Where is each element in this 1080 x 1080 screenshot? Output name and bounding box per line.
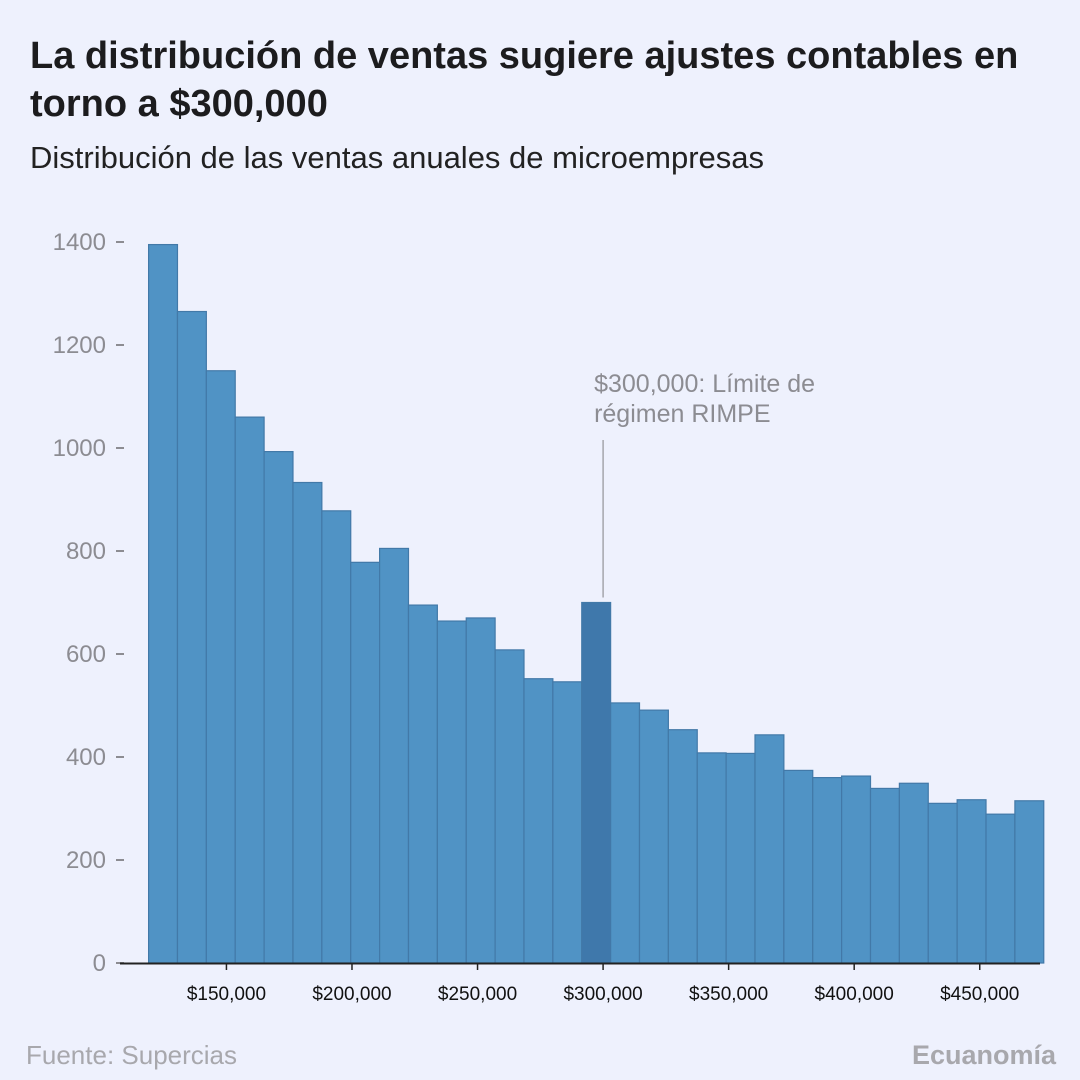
histogram-bar: [696, 752, 727, 964]
histogram-bar: [552, 681, 583, 964]
histogram-bar: [638, 709, 669, 964]
chart-subtitle: Distribución de las ventas anuales de mi…: [30, 140, 765, 175]
x-tick-label: $200,000: [312, 984, 391, 1005]
y-tick-label: 0: [93, 950, 106, 977]
histogram-bar: [898, 782, 929, 964]
histogram-bar: [812, 776, 843, 964]
histogram-bar: [523, 678, 554, 964]
histogram-bar: [610, 702, 641, 964]
annotation-text-line2: régimen RIMPE: [594, 400, 770, 428]
histogram-bar: [667, 729, 698, 964]
y-tick-label: 800: [66, 538, 106, 565]
histogram-bar: [205, 370, 236, 964]
histogram-bar: [956, 799, 987, 964]
y-tick-label: 1200: [53, 332, 106, 359]
x-tick-label: $400,000: [815, 984, 894, 1005]
annotation-group: $300,000: Límite de régimen RIMPE: [594, 370, 815, 598]
histogram-bar: [465, 617, 496, 964]
histogram-bar: [494, 649, 525, 964]
histogram-bar: [234, 416, 265, 964]
x-axis: $150,000 $200,000 $250,000 $300,000 $350,000…: [120, 962, 1040, 1005]
histogram-bar: [263, 451, 294, 964]
histogram-bar: [321, 510, 352, 964]
annotation-text-line1: $300,000: Límite de: [594, 370, 815, 398]
histogram-bar: [147, 243, 179, 964]
x-tick-label: $300,000: [563, 984, 642, 1005]
y-tick-label: 200: [66, 847, 106, 874]
histogram-bar: [176, 310, 207, 964]
histogram-bar: [927, 802, 958, 964]
x-tick-label: $350,000: [689, 984, 768, 1005]
source-note: Fuente: Supercias: [26, 1040, 238, 1070]
y-tick-label: 400: [66, 744, 106, 771]
histogram-bar: [292, 481, 323, 964]
histogram-bar: [379, 547, 410, 964]
histogram-bar: [407, 604, 438, 964]
x-tick-label: $250,000: [438, 984, 517, 1005]
x-tick-label: $150,000: [187, 984, 266, 1005]
histogram-bar: [754, 734, 785, 964]
y-tick-label: 1400: [53, 229, 106, 256]
y-tick-label: 1000: [53, 435, 106, 462]
brand-logo-text: Ecuanomía: [911, 1040, 1056, 1070]
histogram-bar: [841, 775, 872, 964]
histogram-bar: [1014, 800, 1045, 964]
histogram-bar: [350, 561, 381, 964]
histogram-bar: [869, 787, 900, 964]
y-axis: 0 200 400 600 800 1000 1200 1400: [53, 229, 124, 977]
x-tick-label: $450,000: [940, 984, 1019, 1005]
chart-title: La distribución de ventas sugiere ajuste…: [30, 35, 1019, 125]
histogram-bar: [436, 620, 467, 964]
histogram-bar: [783, 769, 814, 964]
y-tick-label: 600: [66, 641, 106, 668]
histogram-bar: [725, 752, 756, 964]
bars-group: [147, 243, 1045, 964]
histogram-bar: [985, 813, 1016, 964]
histogram-bar-highlight: [581, 601, 612, 964]
